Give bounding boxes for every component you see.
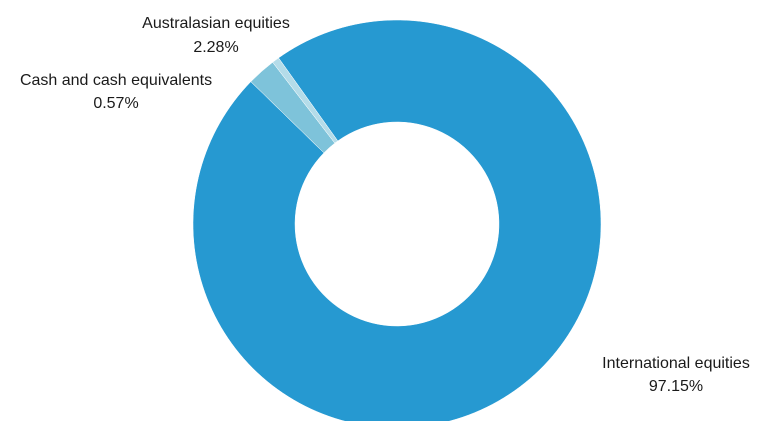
donut-slice-cash-and-cash-equivalents xyxy=(272,57,339,144)
slice-label-international-equities-value: 97.15% xyxy=(649,378,703,395)
slice-label-international-equities-name: International equities xyxy=(602,355,750,372)
slice-label-cash-name: Cash and cash equivalents xyxy=(20,72,212,89)
slice-label-australasian-equities-name: Australasian equities xyxy=(142,15,290,32)
donut-slice-international-equities xyxy=(192,19,602,421)
slice-label-cash-value: 0.57% xyxy=(93,95,138,112)
slice-label-australasian-equities-value: 2.28% xyxy=(193,39,238,56)
donut-slices xyxy=(192,19,602,421)
